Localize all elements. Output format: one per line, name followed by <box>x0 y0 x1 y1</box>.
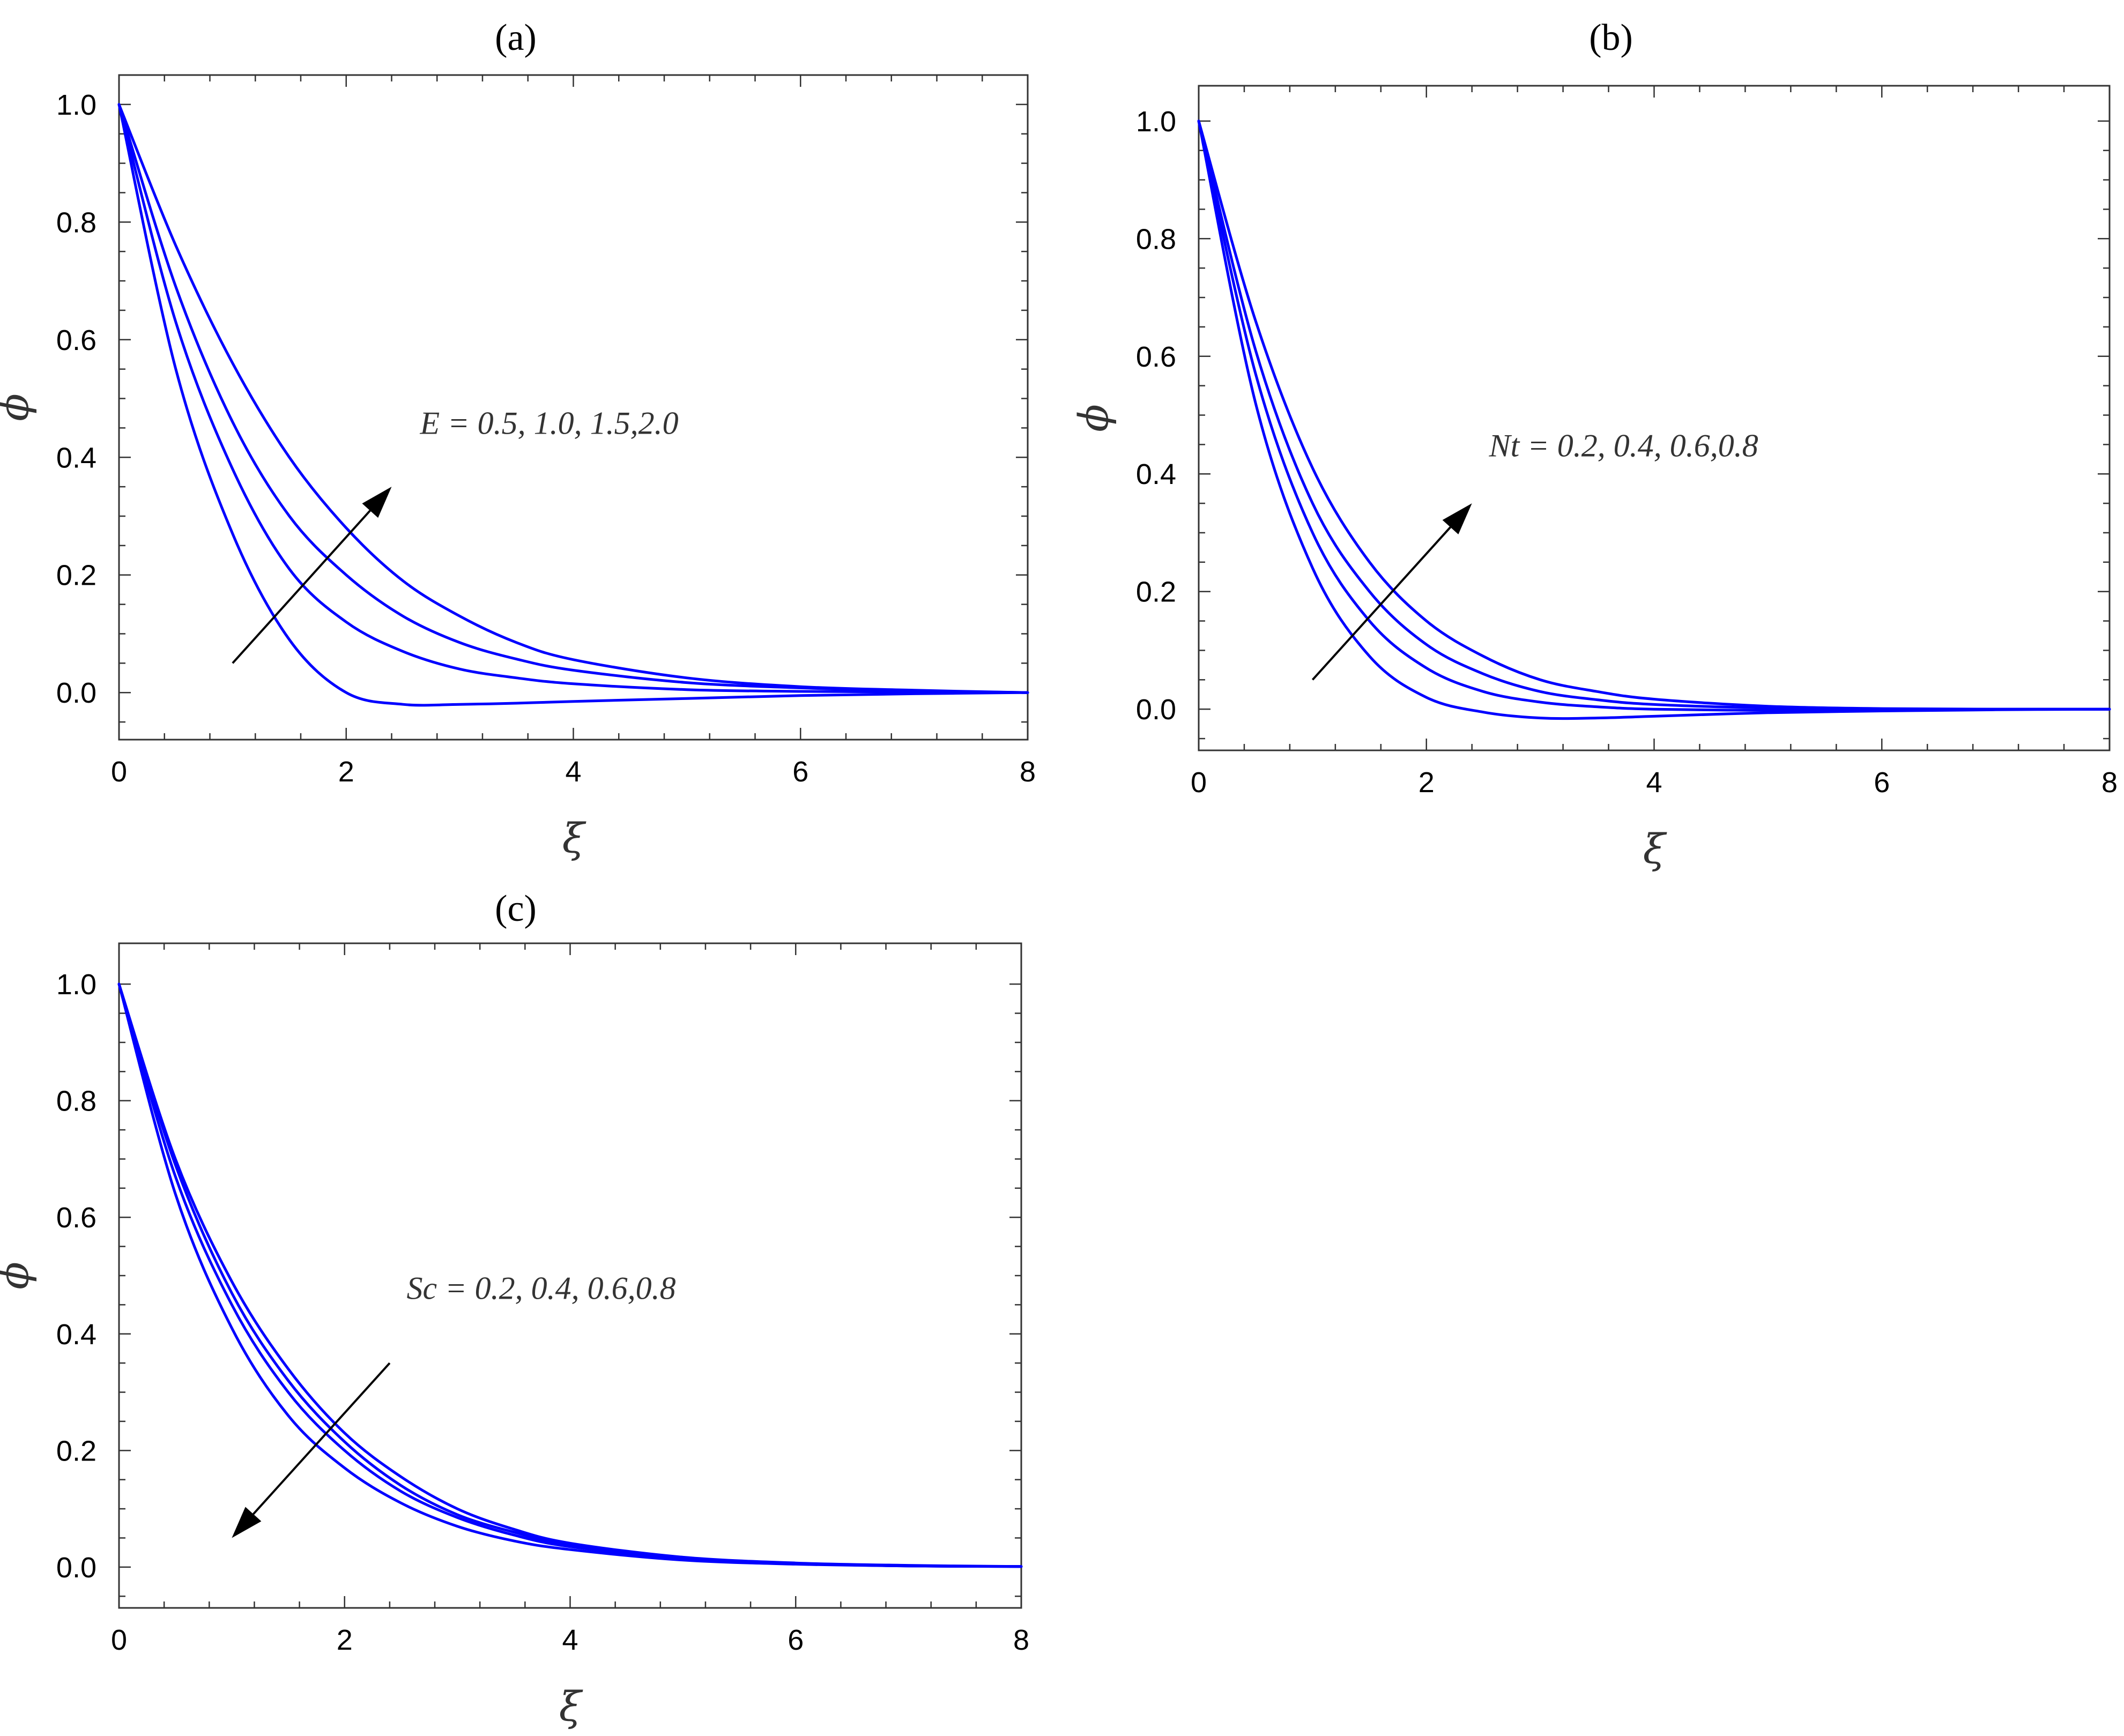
x-axis-label: ξ <box>1643 825 1667 873</box>
x-tick-label: 6 <box>788 1624 804 1656</box>
annotation-arrow-head <box>1442 503 1472 535</box>
y-tick-label: 0.6 <box>1136 341 1176 373</box>
x-tick-label: 6 <box>792 756 808 788</box>
x-tick-label: 0 <box>111 756 127 788</box>
x-tick-label: 2 <box>338 756 354 788</box>
y-tick-label: 0.0 <box>56 677 96 709</box>
parameter-annotation: Nt = 0.2, 0.4, 0.6,0.8 <box>1489 428 1758 463</box>
x-tick-label: 0 <box>111 1624 127 1656</box>
panel-label: (b) <box>1589 17 1633 58</box>
y-tick-label: 0.0 <box>56 1552 96 1584</box>
y-tick-label: 0.2 <box>56 1435 96 1467</box>
x-tick-label: 2 <box>337 1624 353 1656</box>
y-tick-label: 0.6 <box>56 1202 96 1234</box>
annotation-arrow-shaft <box>1311 526 1451 681</box>
annotation-arrow-shaft <box>252 1362 391 1515</box>
annotation-arrow-shaft <box>232 510 371 664</box>
panel-label: (a) <box>495 17 537 58</box>
x-tick-label: 0 <box>1191 766 1207 799</box>
y-tick-label: 0.4 <box>1136 458 1176 490</box>
series-line-4 <box>117 103 1029 694</box>
series-line-2 <box>117 103 1029 694</box>
y-axis-label: ϕ <box>1070 404 1117 432</box>
x-tick-label: 8 <box>1020 756 1036 788</box>
y-tick-label: 0.4 <box>56 1318 96 1351</box>
y-tick-label: 0.2 <box>1136 576 1176 608</box>
y-axis-label: ϕ <box>0 393 38 421</box>
x-tick-label: 2 <box>1419 766 1435 799</box>
x-tick-label: 4 <box>565 756 581 788</box>
series-line-4 <box>117 982 1023 1568</box>
x-tick-label: 4 <box>1646 766 1662 799</box>
y-tick-label: 0.8 <box>56 206 96 239</box>
y-tick-label: 1.0 <box>56 968 96 1001</box>
y-tick-label: 0.0 <box>1136 694 1176 726</box>
y-tick-label: 0.8 <box>1136 223 1176 255</box>
y-axis-label: ϕ <box>0 1262 38 1290</box>
annotation-arrow-head <box>362 487 392 518</box>
y-tick-label: 0.4 <box>56 442 96 474</box>
parameter-annotation: Sc = 0.2, 0.4, 0.6,0.8 <box>406 1271 675 1306</box>
series-line-4 <box>1197 120 2111 711</box>
x-axis-label: ξ <box>559 1682 583 1730</box>
annotation-arrow-head <box>232 1507 262 1538</box>
panel-b: (b) 0 2 4 6 8 0.0 0.2 0.4 0.6 0.8 1.0 ξ ϕ Nt = 0.2, 0.… <box>1070 17 2118 873</box>
panel-c: (c) 0 2 4 6 8 0.0 0.2 0.4 0.6 0.8 1.0 ξ ϕ Sc = 0.2, 0.… <box>0 888 1029 1730</box>
y-tick-label: 0.2 <box>56 560 96 592</box>
y-tick-label: 1.0 <box>56 89 96 121</box>
x-tick-label: 4 <box>562 1624 578 1656</box>
x-axis-label: ξ <box>562 814 586 862</box>
x-tick-label: 8 <box>2101 766 2118 799</box>
panel-label: (c) <box>495 888 537 929</box>
panel-a: (a) 0 2 4 6 8 0.0 0.2 0.4 0.6 0.8 1.0 ξ ϕ E = 0.5, 1.0… <box>0 17 1036 862</box>
y-tick-label: 0.8 <box>56 1085 96 1117</box>
series-line-1 <box>117 103 1029 707</box>
parameter-annotation: E = 0.5, 1.0, 1.5,2.0 <box>419 405 678 441</box>
y-tick-label: 1.0 <box>1136 106 1176 138</box>
x-tick-label: 6 <box>1874 766 1890 799</box>
y-tick-label: 0.6 <box>56 324 96 356</box>
x-tick-label: 8 <box>1013 1624 1029 1656</box>
